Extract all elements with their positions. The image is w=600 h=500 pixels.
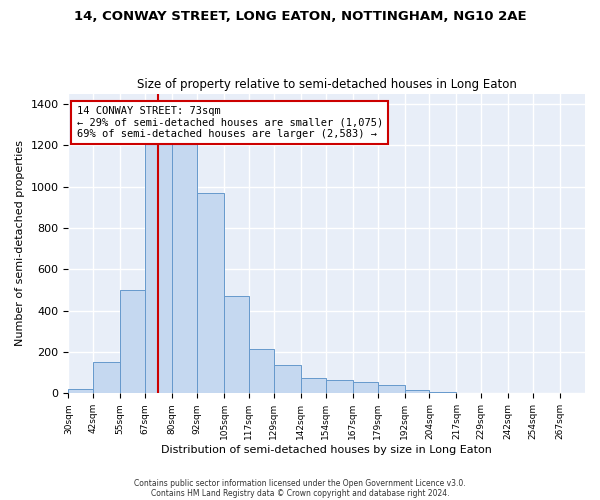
Bar: [301, 378, 326, 394]
Bar: [93, 362, 120, 394]
Bar: [430, 392, 457, 394]
Bar: [68, 389, 93, 394]
Text: 14 CONWAY STREET: 73sqm
← 29% of semi-detached houses are smaller (1,075)
69% of: 14 CONWAY STREET: 73sqm ← 29% of semi-de…: [77, 106, 383, 139]
X-axis label: Distribution of semi-detached houses by size in Long Eaton: Distribution of semi-detached houses by …: [161, 445, 492, 455]
Bar: [326, 380, 353, 394]
Bar: [249, 349, 274, 394]
Bar: [145, 120, 172, 394]
Bar: [353, 382, 377, 394]
Text: Contains HM Land Registry data © Crown copyright and database right 2024.: Contains HM Land Registry data © Crown c…: [151, 488, 449, 498]
Bar: [197, 193, 224, 394]
Bar: [224, 296, 249, 394]
Bar: [120, 290, 145, 394]
Title: Size of property relative to semi-detached houses in Long Eaton: Size of property relative to semi-detach…: [137, 78, 517, 91]
Bar: [274, 366, 301, 394]
Bar: [172, 118, 197, 394]
Bar: [377, 385, 404, 394]
Y-axis label: Number of semi-detached properties: Number of semi-detached properties: [15, 140, 25, 346]
Text: 14, CONWAY STREET, LONG EATON, NOTTINGHAM, NG10 2AE: 14, CONWAY STREET, LONG EATON, NOTTINGHA…: [74, 10, 526, 23]
Text: Contains public sector information licensed under the Open Government Licence v3: Contains public sector information licen…: [134, 478, 466, 488]
Bar: [404, 390, 430, 394]
